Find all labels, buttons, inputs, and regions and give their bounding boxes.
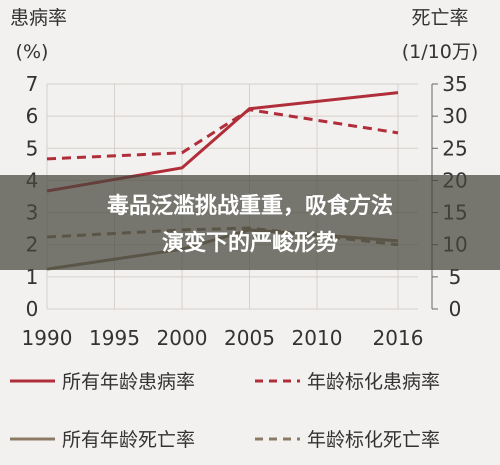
- y-tick-label: 7: [26, 72, 39, 96]
- y2-tick-label: 35: [442, 72, 467, 96]
- y-axis-unit: (%): [16, 41, 49, 63]
- banner-text: 毒品泛滥挑战重重，吸食方法: [107, 193, 393, 219]
- x-tick-label: 2010: [292, 326, 343, 350]
- y-tick-label: 6: [26, 104, 39, 128]
- legend-label: 所有年龄患病率: [62, 371, 195, 393]
- y2-tick-label: 30: [442, 104, 467, 128]
- legend-label: 所有年龄死亡率: [62, 429, 195, 451]
- y-tick-label: 5: [26, 136, 39, 160]
- y2-tick-label: 25: [442, 136, 467, 160]
- x-tick-label: 2016: [373, 326, 424, 350]
- legend-label: 年龄标化死亡率: [307, 429, 440, 451]
- y-tick-label: 0: [26, 297, 39, 321]
- y2-axis-title: 死亡率: [411, 7, 468, 29]
- x-tick-label: 1990: [22, 326, 73, 350]
- x-tick-label: 2005: [224, 326, 275, 350]
- banner-bg: [0, 175, 500, 270]
- y2-tick-label: 0: [449, 297, 462, 321]
- y2-tick-label: 5: [449, 265, 462, 289]
- y2-axis-unit: (1/10万): [402, 41, 479, 63]
- x-tick-label: 2000: [157, 326, 208, 350]
- line-series: [46, 108, 399, 161]
- y-axis-title: 患病率: [10, 7, 67, 29]
- x-tick-label: 1995: [89, 326, 140, 350]
- legend-label: 年龄标化患病率: [307, 371, 440, 393]
- y-tick-label: 1: [26, 265, 39, 289]
- banner-text: 演变下的严峻形势: [162, 230, 338, 256]
